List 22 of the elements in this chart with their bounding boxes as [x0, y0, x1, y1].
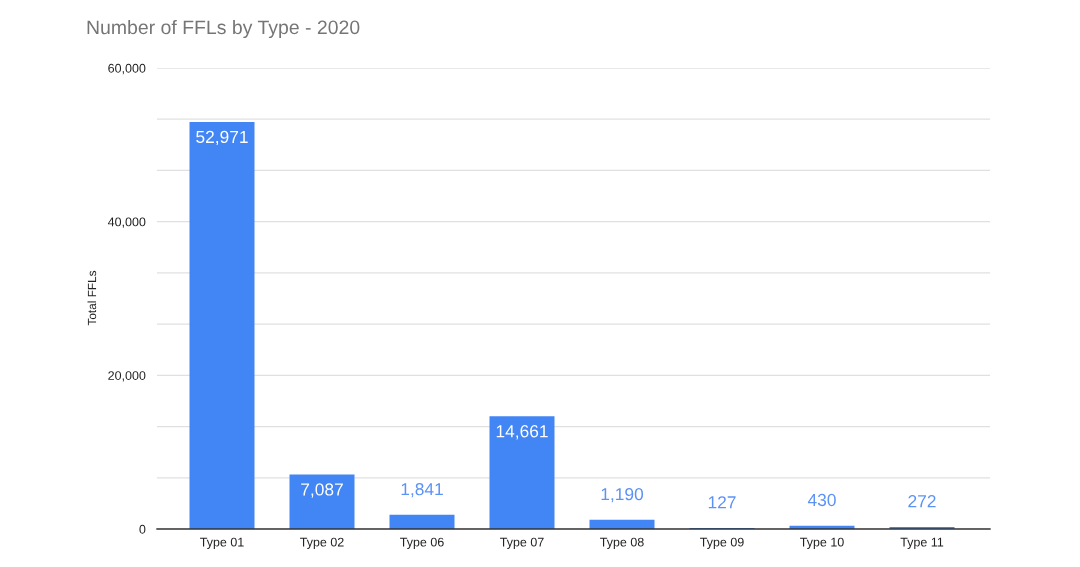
data-label: 127	[708, 496, 736, 509]
chart-title: Number of FFLs by Type - 2020	[87, 19, 360, 39]
y-tick-label: 40,000	[107, 217, 146, 228]
y-tick-label: 20,000	[108, 371, 146, 382]
data-label: 7,087	[301, 483, 343, 498]
x-tick-label: Type 07	[500, 537, 544, 549]
x-tick-label: Type 02	[300, 537, 344, 549]
x-tick-label: Type 10	[800, 537, 844, 549]
x-tick-label: Type 09	[700, 537, 744, 549]
data-label: 1,190	[601, 488, 644, 503]
y-tick-label: 0	[139, 524, 146, 534]
x-tick-label: Type 08	[600, 537, 644, 549]
data-label: 14,661	[496, 425, 548, 440]
x-tick-label: Type 11	[900, 537, 944, 549]
x-tick-label: Type 06	[400, 537, 444, 549]
data-label: 272	[908, 495, 936, 508]
y-tick-label: 60,000	[108, 63, 146, 75]
y-axis-title: Total FFLs	[87, 270, 97, 326]
x-tick-label: Type 01	[200, 537, 244, 549]
data-label: 1,841	[401, 482, 443, 498]
data-label: 52,971	[196, 130, 248, 146]
data-label: 430	[807, 493, 836, 507]
